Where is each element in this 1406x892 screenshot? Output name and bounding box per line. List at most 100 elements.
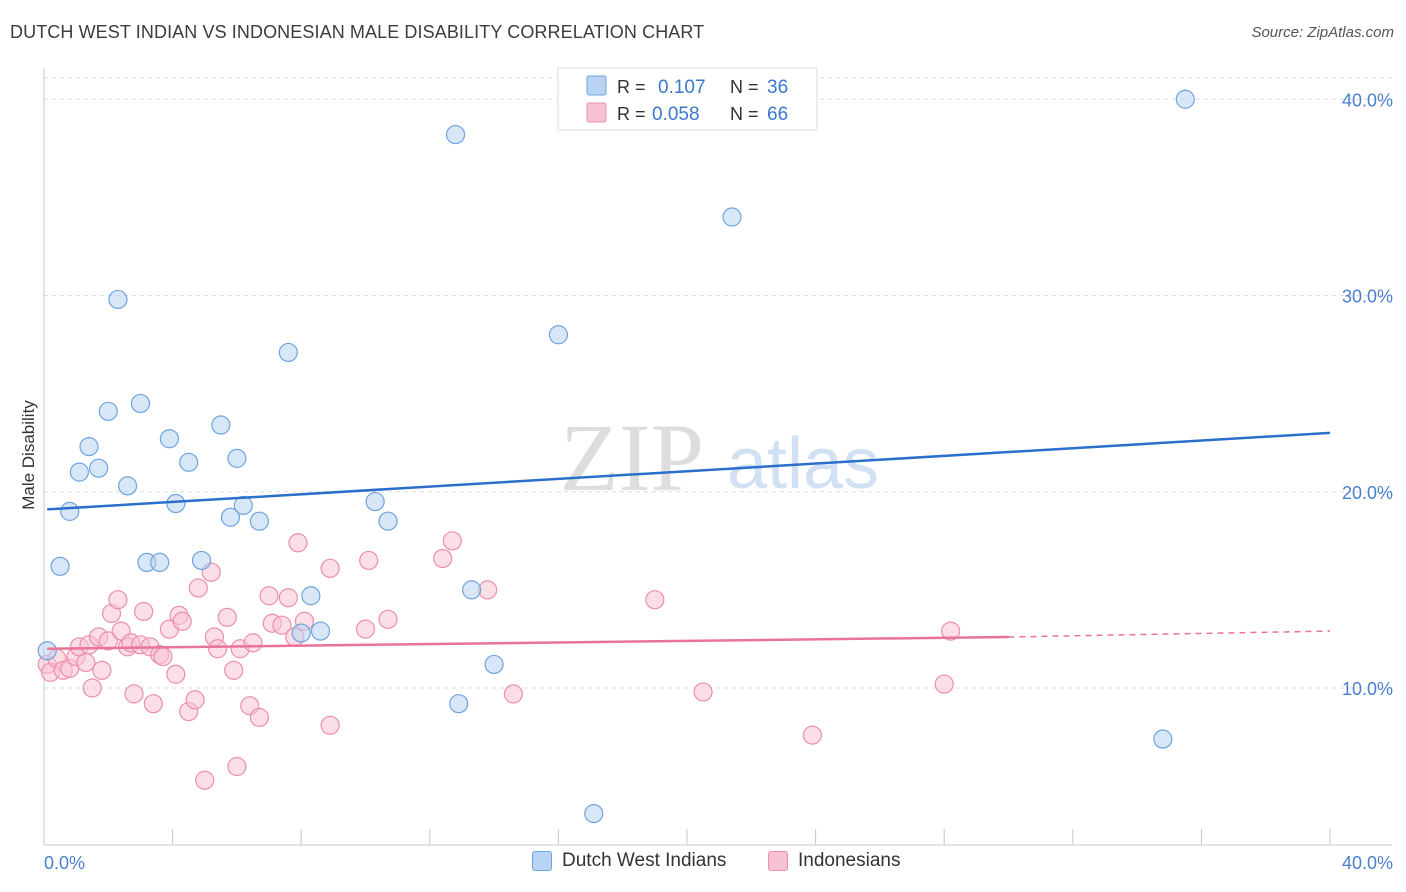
y-tick-label-10: 10.0% xyxy=(1342,679,1393,699)
dutch-west-indians-point-33 xyxy=(722,207,742,227)
legend-swatch-indonesians xyxy=(768,851,788,871)
dutch-west-indians-point-15 xyxy=(191,550,212,571)
trend-line-dutch-west-indians xyxy=(47,431,1331,511)
indonesians-point-63 xyxy=(941,621,961,641)
dutch-west-indians-point-30 xyxy=(484,654,504,675)
indonesians-point-50 xyxy=(320,558,340,578)
dutch-west-indians-point-7 xyxy=(108,289,128,310)
indonesians-point-57 xyxy=(478,580,498,600)
dutch-west-indians-point-20 xyxy=(249,511,270,531)
indonesians-point-48 xyxy=(288,533,308,553)
dutch-west-indians-point-22 xyxy=(291,623,311,643)
dutch-west-indians-point-11 xyxy=(150,552,170,573)
indonesians-point-28 xyxy=(172,611,192,631)
indonesians-point-56 xyxy=(442,531,462,551)
legend-r-value-1: 0.107 xyxy=(658,77,706,98)
dutch-west-indians-point-24 xyxy=(310,621,331,641)
indonesians-point-42 xyxy=(249,707,270,728)
indonesians-point-43 xyxy=(259,586,279,606)
dutch-west-indians-point-14 xyxy=(179,452,199,472)
axes xyxy=(43,68,1392,846)
indonesians-point-53 xyxy=(359,550,379,571)
indonesians-point-32 xyxy=(195,770,215,790)
indonesians-point-46 xyxy=(278,588,298,608)
dutch-west-indians-point-18 xyxy=(227,448,247,468)
dutch-west-indians-point-32 xyxy=(584,803,604,824)
y-tick-label-30: 30.0% xyxy=(1342,287,1393,307)
indonesians-point-51 xyxy=(320,715,340,735)
dutch-west-indians-point-3 xyxy=(69,462,89,482)
indonesians-point-14 xyxy=(108,590,128,610)
dutch-west-indians-point-1 xyxy=(50,556,70,576)
dutch-west-indians-point-12 xyxy=(159,429,179,449)
dutch-west-indians-point-2 xyxy=(60,501,80,521)
dutch-west-indians-point-28 xyxy=(449,694,469,714)
dutch-west-indians-point-31 xyxy=(548,325,569,345)
dutch-west-indians-point-8 xyxy=(117,476,138,496)
dutch-west-indians-point-23 xyxy=(301,586,321,606)
legend-r-label-2: R = xyxy=(617,104,646,124)
indonesians-point-7 xyxy=(76,652,96,673)
dutch-west-indians-point-9 xyxy=(130,393,151,414)
legend-swatch-blue xyxy=(586,75,607,96)
indonesians-point-26 xyxy=(166,664,186,684)
trend-lines xyxy=(47,431,1331,650)
source-label: Source: ZipAtlas.com xyxy=(1251,24,1394,41)
watermark-zip: ZIP xyxy=(560,404,704,511)
indonesians-point-62 xyxy=(934,674,954,694)
indonesians-point-59 xyxy=(645,590,665,610)
dutch-west-indians-point-29 xyxy=(461,580,482,600)
trend-line-indonesians-extension xyxy=(1008,630,1331,638)
legend-n-label-2: N = xyxy=(730,104,759,124)
grid-lines xyxy=(44,77,1392,689)
indonesians-point-30 xyxy=(185,690,205,710)
x-tick-label-0: 0.0% xyxy=(44,853,85,873)
indonesians-point-37 xyxy=(224,660,244,680)
dutch-west-indians-point-21 xyxy=(278,342,298,363)
dutch-west-indians-point-25 xyxy=(365,491,385,512)
indonesians-point-61 xyxy=(802,725,822,745)
indonesians-point-36 xyxy=(217,607,237,627)
indonesians-point-24 xyxy=(153,646,173,667)
legend-label-indonesians: Indonesians xyxy=(798,850,901,871)
dutch-west-indians-point-6 xyxy=(98,401,118,421)
legend-label-dutch-west-indians: Dutch West Indians xyxy=(562,850,727,871)
legend-r-label-1: R = xyxy=(617,77,646,97)
series-dutch-west-indians-points xyxy=(37,89,1195,824)
dutch-west-indians-point-16 xyxy=(211,415,231,435)
indonesians-point-11 xyxy=(92,660,112,680)
indonesians-point-45 xyxy=(272,615,292,635)
legend-top: R = 0.107 N = 36 R = 0.058 N = 66 xyxy=(557,67,818,131)
indonesians-point-22 xyxy=(143,694,163,714)
legend-n-label-1: N = xyxy=(730,77,759,97)
watermark: ZIP atlas xyxy=(560,404,879,511)
chart-title: DUTCH WEST INDIAN VS INDONESIAN MALE DIS… xyxy=(10,22,705,42)
y-axis-label: Male Disability xyxy=(19,400,38,510)
legend-r-value-2: 0.058 xyxy=(652,104,700,125)
indonesians-point-55 xyxy=(433,548,453,569)
indonesians-point-9 xyxy=(82,678,102,698)
indonesians-point-41 xyxy=(243,633,263,653)
trend-line-indonesians xyxy=(47,635,1009,650)
indonesians-point-52 xyxy=(355,619,376,639)
indonesians-point-12 xyxy=(98,631,118,651)
legend-n-value-1: 36 xyxy=(767,77,788,98)
indonesians-point-60 xyxy=(693,682,713,702)
indonesians-point-38 xyxy=(227,756,247,777)
dutch-west-indians-point-13 xyxy=(166,493,186,514)
x-tick-label-40: 40.0% xyxy=(1342,853,1393,873)
legend-n-value-2: 66 xyxy=(767,104,788,125)
dutch-west-indians-point-27 xyxy=(445,124,466,145)
legend-swatch-pink xyxy=(586,102,607,123)
dutch-west-indians-point-34 xyxy=(1153,729,1173,749)
legend-swatch-dutch-west-indians xyxy=(532,851,552,871)
indonesians-point-54 xyxy=(378,609,398,629)
indonesians-point-58 xyxy=(503,684,523,704)
dutch-west-indians-point-35 xyxy=(1175,89,1195,109)
dutch-west-indians-point-26 xyxy=(378,511,398,531)
indonesians-point-31 xyxy=(188,578,208,598)
legend-item-dutch-west-indians[interactable]: Dutch West Indians xyxy=(532,850,726,872)
legend-item-indonesians[interactable]: Indonesians xyxy=(768,850,900,872)
indonesians-point-18 xyxy=(124,684,144,704)
